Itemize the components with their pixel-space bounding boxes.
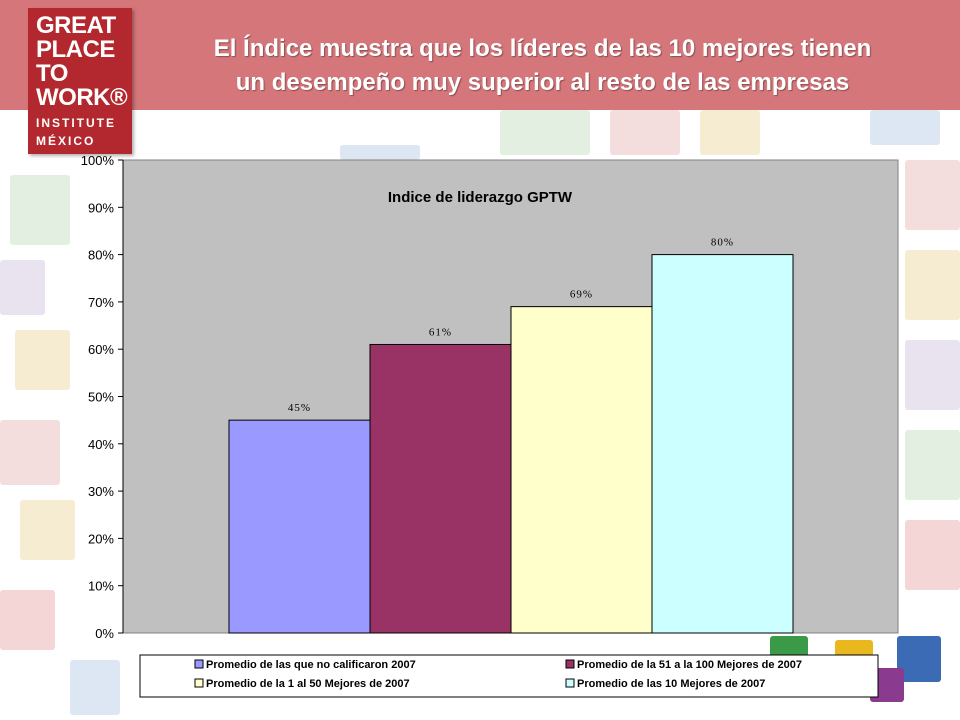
y-tick-label: 90% bbox=[88, 200, 114, 215]
legend-box bbox=[139, 654, 879, 698]
bg-tile bbox=[610, 110, 680, 155]
legend-label: Promedio de las 10 Mejores de 2007 bbox=[577, 678, 765, 690]
logo-line-great: GREAT bbox=[36, 12, 116, 39]
y-tick-label: 30% bbox=[88, 484, 114, 499]
y-tick-label: 0% bbox=[95, 626, 114, 641]
bar bbox=[228, 419, 371, 634]
bar bbox=[510, 306, 653, 634]
bg-tile bbox=[870, 110, 940, 145]
logo-line-place: PLACE bbox=[36, 36, 115, 63]
bg-tile bbox=[700, 110, 760, 155]
bar bbox=[369, 343, 512, 634]
bg-tile bbox=[10, 175, 70, 245]
bg-tile bbox=[905, 340, 960, 410]
bg-tile bbox=[905, 520, 960, 590]
logo-line-to: TO bbox=[36, 60, 68, 87]
y-tick-label: 60% bbox=[88, 342, 114, 357]
data-labels-group: 45% 61% 69% 80% bbox=[288, 237, 734, 415]
legend-swatch bbox=[194, 659, 204, 669]
bar bbox=[651, 254, 794, 634]
bg-tile bbox=[0, 420, 60, 485]
bg-tile bbox=[70, 660, 120, 715]
great-place-to-work-logo: GREAT PLACE TO WORK® INSTITUTE MÉXICO bbox=[28, 8, 132, 154]
legend-label: Promedio de las que no calificaron 2007 bbox=[206, 659, 416, 671]
bar-data-label: 80% bbox=[711, 237, 734, 249]
title-banner: El Índice muestra que los líderes de las… bbox=[0, 0, 960, 110]
y-tick-label: 40% bbox=[88, 437, 114, 452]
y-tick-label: 20% bbox=[88, 531, 114, 546]
bg-tile bbox=[15, 330, 70, 390]
bg-tile bbox=[20, 500, 75, 560]
legend-label: Promedio de la 1 al 50 Mejores de 2007 bbox=[206, 678, 410, 690]
bg-tile bbox=[905, 250, 960, 320]
y-tick-label: 100% bbox=[81, 153, 115, 168]
bg-tile bbox=[340, 145, 420, 160]
y-tick-label: 80% bbox=[88, 248, 114, 263]
bar-data-label: 61% bbox=[429, 326, 452, 338]
logo-line-work: WORK® bbox=[36, 84, 128, 111]
title-line-2: un desempeño muy superior al resto de la… bbox=[235, 69, 850, 96]
bg-tile bbox=[897, 636, 941, 682]
title-line-1: El Índice muestra que los líderes de las… bbox=[213, 35, 872, 62]
bg-tile bbox=[0, 590, 55, 650]
y-tick-label: 50% bbox=[88, 390, 114, 405]
logo-line-mexico: MÉXICO bbox=[36, 134, 96, 148]
legend-swatch bbox=[565, 678, 575, 688]
y-tick-label: 10% bbox=[88, 579, 114, 594]
legend-label: Promedio de la 51 a la 100 Mejores de 20… bbox=[577, 659, 802, 671]
bar-data-label: 69% bbox=[570, 289, 593, 301]
chart-title: Indice de liderazgo GPTW bbox=[388, 189, 573, 206]
logo-line-institute: INSTITUTE bbox=[36, 116, 116, 130]
bg-tile bbox=[500, 110, 590, 155]
bars-group bbox=[228, 254, 794, 634]
bar-data-label: 45% bbox=[288, 402, 311, 414]
legend: Promedio de las que no calificaron 2007 P… bbox=[139, 654, 879, 698]
y-axis: 0% 10% 20% 30% 40% 50% 60% 70% 80% 90% 100% bbox=[81, 153, 124, 641]
bg-tile bbox=[905, 430, 960, 500]
page-title: El Índice muestra que los líderes de las… bbox=[135, 32, 950, 100]
y-tick-label: 70% bbox=[88, 295, 114, 310]
bg-tile bbox=[0, 260, 45, 315]
legend-swatch bbox=[194, 678, 204, 688]
bg-tile bbox=[905, 160, 960, 230]
legend-swatch bbox=[565, 659, 575, 669]
